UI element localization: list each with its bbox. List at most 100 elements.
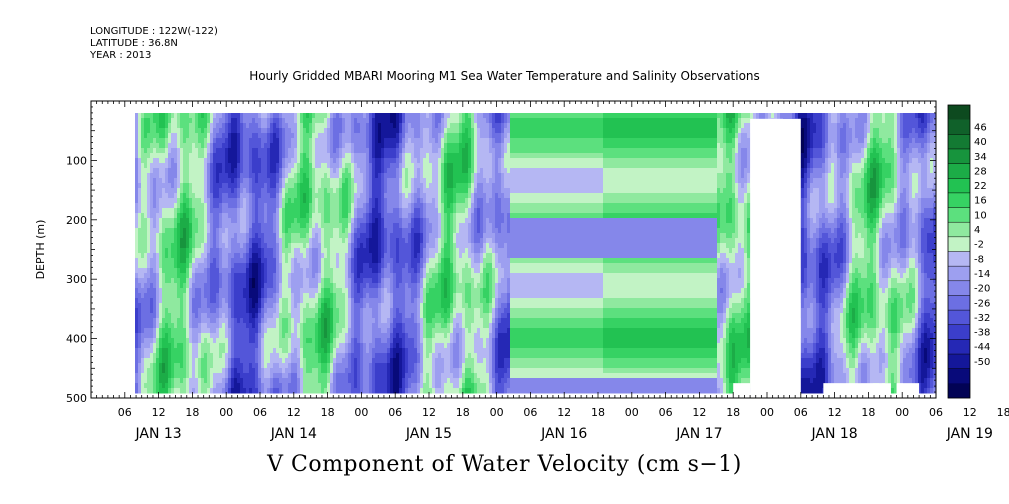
heatmap-cell [354,263,358,269]
heatmap-cell [252,198,256,204]
heatmap-cell [219,153,223,159]
heatmap-cell [174,383,178,389]
heatmap-cell [219,268,223,274]
heatmap-cell [186,273,190,279]
heatmap-cell [333,228,337,234]
heatmap-cell [231,153,235,159]
heatmap-cell [201,358,205,364]
heatmap-cell [219,368,223,374]
heatmap-cell [240,283,244,289]
heatmap-cell [372,158,376,164]
heatmap-cell [168,198,172,204]
heatmap-cell [369,293,373,299]
heatmap-cell [162,383,166,389]
heatmap-cell [213,238,217,244]
heatmap-cell [384,268,388,274]
heatmap-cell [381,363,385,369]
heatmap-cell [144,128,148,134]
heatmap-cell [240,293,244,299]
heatmap-cell [279,158,283,164]
heatmap-cell [237,158,241,164]
heatmap-cell [159,273,163,279]
heatmap-cell [390,128,394,134]
heatmap-cell [339,173,343,179]
heatmap-cell [141,148,145,154]
heatmap-cell [165,123,169,129]
heatmap-cell [309,138,313,144]
heatmap-cell [378,343,382,349]
heatmap-cell [285,378,289,384]
heatmap-cell [228,248,232,254]
heatmap-cell [360,173,364,179]
heatmap-cell [252,293,256,299]
heatmap-cell [162,263,166,269]
heatmap-cell [336,278,340,284]
heatmap-cell [360,348,364,354]
heatmap-cell [261,338,265,344]
heatmap-cell [297,193,301,199]
heatmap-cell [213,223,217,229]
heatmap-cell [264,288,268,294]
heatmap-cell [207,273,211,279]
heatmap-cell [153,318,157,324]
heatmap-cell [357,333,361,339]
heatmap-cell [156,113,160,119]
heatmap-cell [297,253,301,259]
heatmap-cell [345,198,349,204]
heatmap-cell [207,278,211,284]
heatmap-cell [240,218,244,224]
heatmap-cell [372,278,376,284]
heatmap-cell [351,323,355,329]
heatmap-cell [213,268,217,274]
heatmap-cell [180,373,184,379]
heatmap-cell [339,323,343,329]
heatmap-cell [198,168,202,174]
heatmap-cell [378,283,382,289]
heatmap-cell [177,113,181,119]
heatmap-cell [210,378,214,384]
heatmap-cell [258,298,262,304]
heatmap-cell [135,183,139,189]
heatmap-cell [159,373,163,379]
heatmap-cell [303,203,307,209]
heatmap-cell [195,308,199,314]
heatmap-cell [378,148,382,154]
heatmap-cell [135,373,139,379]
heatmap-cell [336,153,340,159]
heatmap-cell [144,153,148,159]
heatmap-cell [276,243,280,249]
heatmap-cell [177,368,181,374]
heatmap-cell [288,313,292,319]
heatmap-cell [204,238,208,244]
heatmap-cell [396,133,400,139]
heatmap-cell [393,123,397,129]
heatmap-cell [249,243,253,249]
heatmap-cell [294,148,298,154]
heatmap-cell [213,363,217,369]
heatmap-cell [219,303,223,309]
heatmap-cell [288,148,292,154]
heatmap-cell [351,128,355,134]
heatmap-cell [258,388,262,394]
heatmap-cell [294,218,298,224]
heatmap-cell [225,218,229,224]
heatmap-cell [201,303,205,309]
heatmap-cell [306,278,310,284]
heatmap-cell [291,218,295,224]
heatmap-cell [258,113,262,119]
heatmap-cell [255,173,259,179]
heatmap-cell [240,333,244,339]
heatmap-cell [282,168,286,174]
heatmap-cell [375,123,379,129]
heatmap-cell [330,288,334,294]
heatmap-cell [285,113,289,119]
heatmap-cell [354,193,358,199]
heatmap-cell [336,163,340,169]
heatmap-cell [267,293,271,299]
heatmap-cell [246,268,250,274]
heatmap-cell [180,343,184,349]
heatmap-cell [375,118,379,124]
heatmap-cell [138,368,142,374]
heatmap-cell [372,198,376,204]
heatmap-cell [315,278,319,284]
